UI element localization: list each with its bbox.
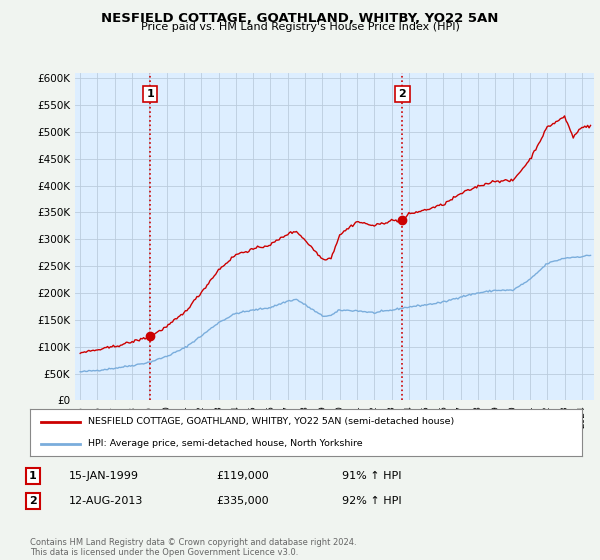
- Text: 1: 1: [29, 471, 37, 481]
- Text: 12-AUG-2013: 12-AUG-2013: [69, 496, 143, 506]
- Text: 15-JAN-1999: 15-JAN-1999: [69, 471, 139, 481]
- Text: 91% ↑ HPI: 91% ↑ HPI: [342, 471, 401, 481]
- Text: 2: 2: [398, 89, 406, 99]
- Text: Contains HM Land Registry data © Crown copyright and database right 2024.
This d: Contains HM Land Registry data © Crown c…: [30, 538, 356, 557]
- Text: £119,000: £119,000: [216, 471, 269, 481]
- Text: NESFIELD COTTAGE, GOATHLAND, WHITBY, YO22 5AN: NESFIELD COTTAGE, GOATHLAND, WHITBY, YO2…: [101, 12, 499, 25]
- Text: 2: 2: [29, 496, 37, 506]
- Text: 92% ↑ HPI: 92% ↑ HPI: [342, 496, 401, 506]
- Text: Price paid vs. HM Land Registry's House Price Index (HPI): Price paid vs. HM Land Registry's House …: [140, 22, 460, 32]
- Text: NESFIELD COTTAGE, GOATHLAND, WHITBY, YO22 5AN (semi-detached house): NESFIELD COTTAGE, GOATHLAND, WHITBY, YO2…: [88, 417, 454, 426]
- Text: 1: 1: [146, 89, 154, 99]
- Text: HPI: Average price, semi-detached house, North Yorkshire: HPI: Average price, semi-detached house,…: [88, 439, 362, 448]
- Text: £335,000: £335,000: [216, 496, 269, 506]
